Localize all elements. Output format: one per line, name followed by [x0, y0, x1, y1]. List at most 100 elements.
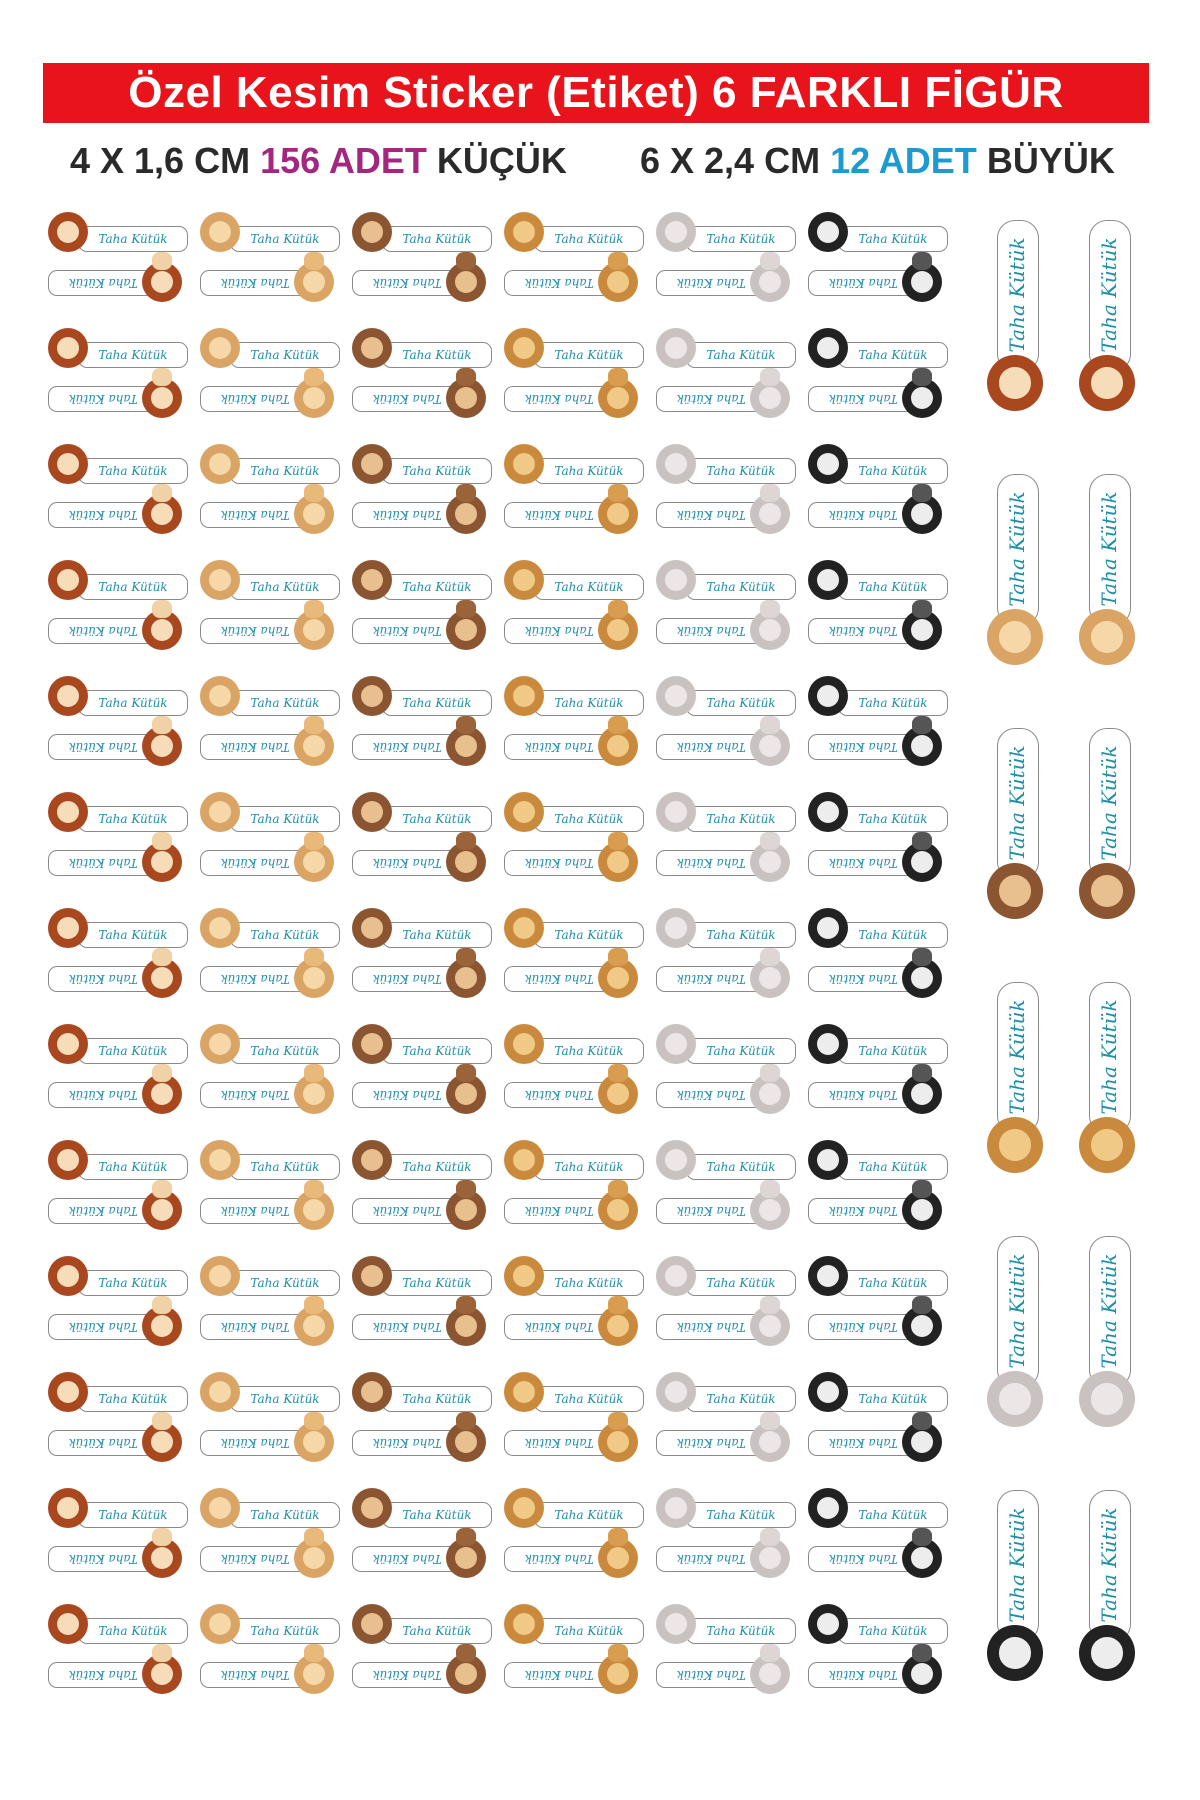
giraffe-body: [514, 1520, 534, 1538]
name-label: Taha Kütük: [78, 342, 188, 368]
zebra-body: [818, 592, 838, 610]
sticker-pair: Taha Kütük Taha Kütük: [198, 904, 350, 1020]
title-banner: Özel Kesim Sticker (Etiket) 6 FARKLI FİG…: [43, 63, 1149, 123]
monkey-figure: [446, 1412, 486, 1462]
lion-figure: [48, 1372, 88, 1422]
elephant-face: [664, 800, 688, 824]
monkey-figure: [446, 484, 486, 534]
monkey-figure: [446, 1180, 486, 1230]
giraffe-body: [514, 1636, 534, 1654]
lion-figure: [48, 212, 88, 262]
sticker-pair: Taha Kütük Taha Kütük: [654, 1484, 806, 1600]
small-set-heading: 4 X 1,6 CM 156 ADET KÜÇÜK: [70, 140, 567, 182]
monkey-face: [360, 220, 384, 244]
zebra-figure: [902, 1528, 942, 1578]
zebra-face: [910, 1430, 934, 1454]
giraffe-figure: [504, 1372, 544, 1422]
monkey-body: [362, 1520, 382, 1538]
lion-figure: [48, 560, 88, 610]
large-name-text: Taha Kütük: [1097, 491, 1121, 607]
elephant-body: [666, 1636, 686, 1654]
lion-body: [152, 832, 172, 850]
tiger-face: [208, 452, 232, 476]
elephant-face: [664, 452, 688, 476]
zebra-face: [816, 916, 840, 940]
tiger-figure: [294, 1296, 334, 1346]
monkey-figure: [446, 948, 486, 998]
monkey-body: [362, 940, 382, 958]
sticker-pair: Taha Kütük Taha Kütük: [350, 324, 502, 440]
name-label: Taha Kütük: [686, 342, 796, 368]
name-label: Taha Kütük: [382, 1618, 492, 1644]
giraffe-body: [514, 1172, 534, 1190]
monkey-face: [454, 386, 478, 410]
tiger-face: [1091, 621, 1123, 653]
lion-body: [58, 1172, 78, 1190]
name-label: Taha Kütük: [686, 1502, 796, 1528]
zebra-figure: [808, 444, 848, 494]
zebra-figure: [902, 1180, 942, 1230]
name-label: Taha Kütük: [78, 1038, 188, 1064]
name-label: Taha Kütük: [686, 922, 796, 948]
elephant-body: [1001, 1415, 1029, 1441]
tiger-face: [302, 1198, 326, 1222]
giraffe-face: [606, 966, 630, 990]
monkey-body: [362, 1056, 382, 1074]
giraffe-body: [514, 1404, 534, 1422]
zebra-face: [910, 618, 934, 642]
large-sticker: Taha Kütük: [1067, 464, 1155, 718]
giraffe-figure: [598, 1412, 638, 1462]
zebra-body: [912, 368, 932, 386]
tiger-body: [304, 368, 324, 386]
zebra-face: [910, 734, 934, 758]
monkey-figure: [446, 368, 486, 418]
sticker-pair: Taha Kütük Taha Kütük: [46, 672, 198, 788]
monkey-face: [360, 568, 384, 592]
monkey-face: [360, 336, 384, 360]
zebra-body: [1001, 1669, 1029, 1695]
sticker-pair: Taha Kütük Taha Kütük: [654, 324, 806, 440]
sticker-pair: Taha Kütük Taha Kütük: [806, 1136, 958, 1252]
monkey-body: [456, 716, 476, 734]
elephant-figure: [656, 444, 696, 494]
monkey-body: [456, 1064, 476, 1082]
giraffe-body: [514, 940, 534, 958]
tiger-figure: [200, 1024, 240, 1074]
large-name-text: Taha Kütük: [1097, 1253, 1121, 1369]
lion-face: [150, 618, 174, 642]
name-label: Taha Kütük: [838, 1502, 948, 1528]
tiger-face: [302, 966, 326, 990]
sticker-pair: Taha Kütük Taha Kütük: [198, 324, 350, 440]
monkey-body: [456, 600, 476, 618]
sticker-pair: Taha Kütük Taha Kütük: [350, 1136, 502, 1252]
zebra-body: [912, 716, 932, 734]
elephant-face: [664, 220, 688, 244]
large-name-label: [997, 220, 1039, 372]
monkey-body: [456, 252, 476, 270]
tiger-face: [208, 916, 232, 940]
large-sticker: Taha Kütük: [1067, 972, 1155, 1226]
sticker-pair: Taha Kütük Taha Kütük: [654, 1020, 806, 1136]
large-sticker: Taha Kütük: [975, 718, 1063, 972]
giraffe-face: [512, 336, 536, 360]
lion-figure: [142, 716, 182, 766]
sticker-pair: Taha Kütük Taha Kütük: [46, 1252, 198, 1368]
monkey-body: [362, 476, 382, 494]
giraffe-body: [514, 244, 534, 262]
large-sticker: Taha Kütük: [1067, 718, 1155, 972]
lion-face: [150, 270, 174, 294]
sticker-pair: Taha Kütük Taha Kütük: [350, 1368, 502, 1484]
giraffe-figure: [598, 948, 638, 998]
name-label: Taha Kütük: [230, 1154, 340, 1180]
zebra-face: [910, 386, 934, 410]
sticker-pair: Taha Kütük Taha Kütük: [654, 1136, 806, 1252]
elephant-body: [760, 948, 780, 966]
name-label: Taha Kütük: [382, 1502, 492, 1528]
sticker-pair: Taha Kütük Taha Kütük: [806, 208, 958, 324]
monkey-body: [456, 1296, 476, 1314]
giraffe-body: [608, 368, 628, 386]
elephant-body: [760, 1296, 780, 1314]
monkey-body: [456, 1412, 476, 1430]
sticker-pair: Taha Kütük Taha Kütük: [46, 208, 198, 324]
monkey-figure: [352, 908, 392, 958]
